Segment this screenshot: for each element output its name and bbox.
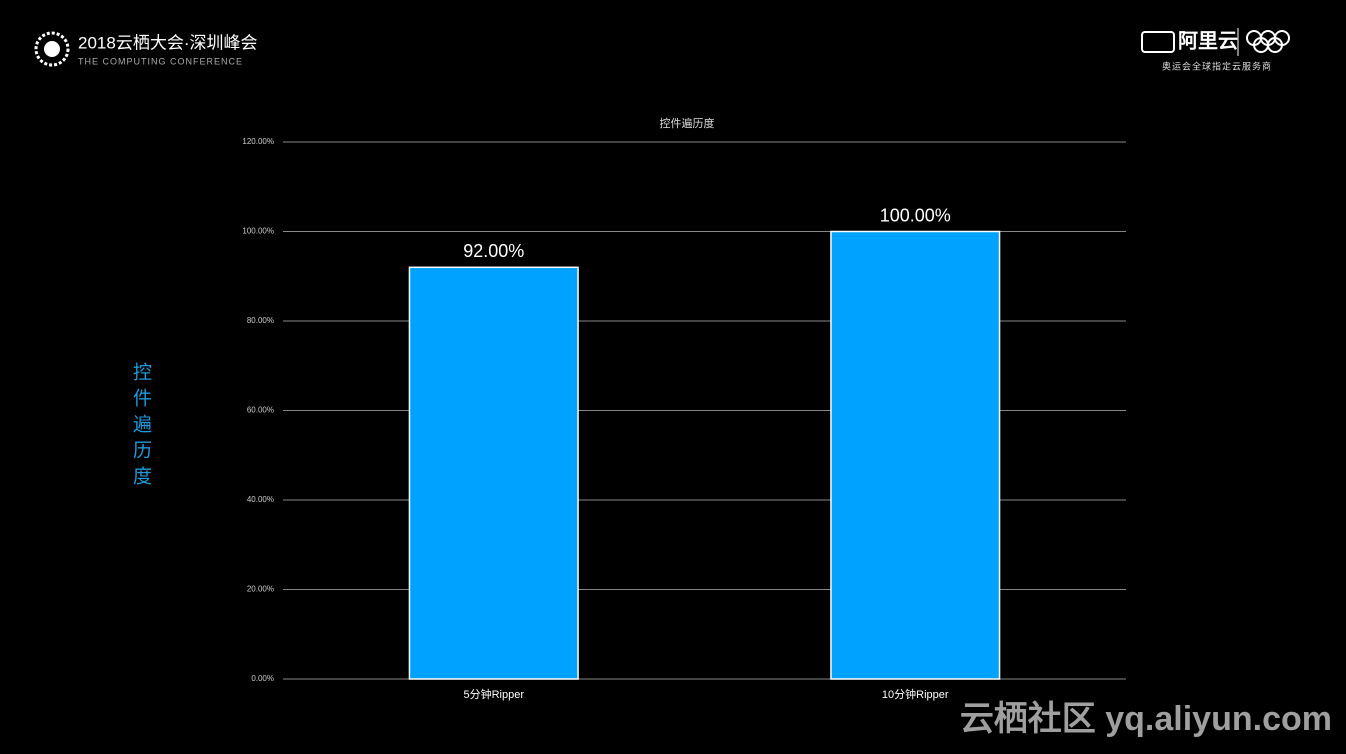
y-tick-label: 120.00% <box>242 137 274 146</box>
y-tick-label: 40.00% <box>247 495 274 504</box>
chart-title: 控件遍历度 <box>660 116 715 130</box>
y-tick-label: 80.00% <box>247 316 274 325</box>
bar <box>408 266 579 680</box>
event-subtitle: THE COMPUTING CONFERENCE <box>78 56 243 66</box>
x-tick-label: 5分钟Ripper <box>463 687 524 701</box>
y-tick-label: 100.00% <box>242 227 274 236</box>
y-tick-label: 60.00% <box>247 406 274 415</box>
brand-subtitle: 奥运会全球指定云服务商 <box>1162 60 1272 71</box>
brand-name: 阿里云 <box>1178 29 1238 52</box>
y-tick-label: 0.00% <box>251 674 274 683</box>
event-title: 2018云栖大会·深圳峰会 <box>78 33 257 52</box>
x-tick-label: 10分钟Ripper <box>882 687 949 701</box>
brand-logo <box>1141 28 1290 56</box>
bar <box>830 230 1001 680</box>
watermark: 云栖社区 yq.aliyun.com <box>960 700 1332 738</box>
value-label: 100.00% <box>880 205 951 225</box>
y-tick-label: 20.00% <box>247 585 274 594</box>
y-axis-label: 控件遍历度 <box>130 362 152 492</box>
value-label: 92.00% <box>463 241 524 261</box>
event-logo <box>34 31 70 67</box>
